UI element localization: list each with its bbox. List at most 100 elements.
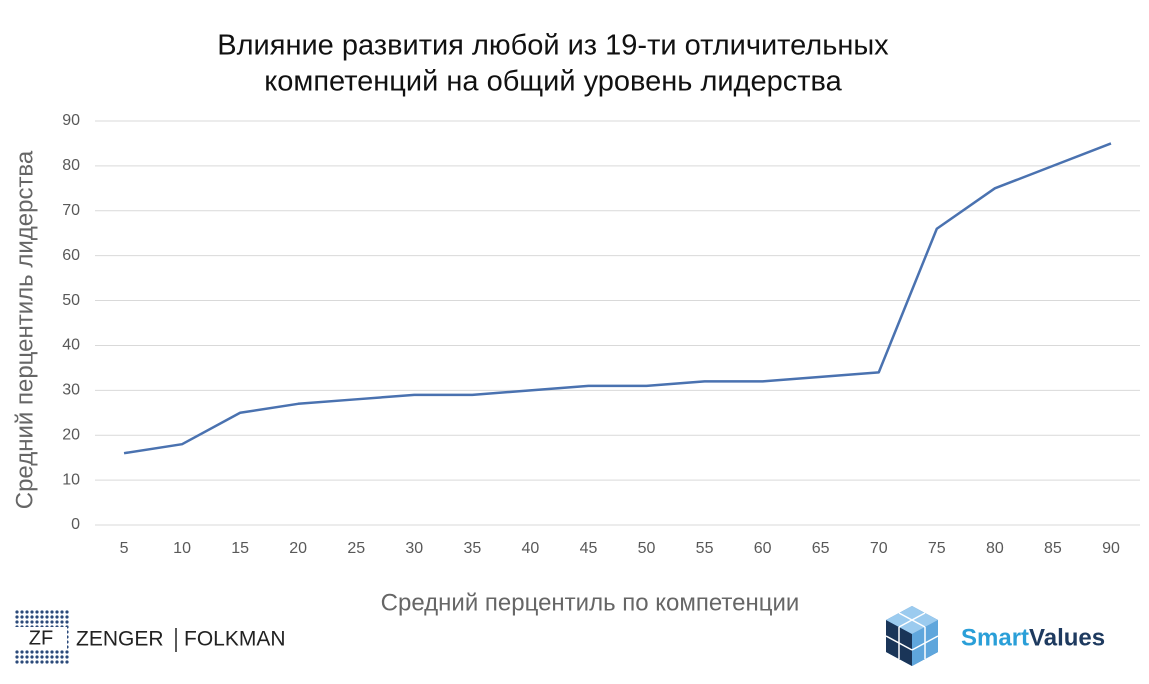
line-series (123, 142, 1112, 455)
logo-dot (65, 660, 69, 664)
y-tick-label: 20 (62, 426, 80, 443)
logo-text: Smart (961, 624, 1029, 651)
x-tick-label: 85 (1044, 540, 1062, 557)
logo-dot (20, 655, 24, 659)
logo-dot (35, 650, 39, 654)
logo-dot (30, 615, 34, 619)
logo-dot (25, 660, 29, 664)
logo-dot (65, 615, 69, 619)
logo-dot (20, 615, 24, 619)
logo-dot (40, 655, 44, 659)
logo-dot (50, 650, 54, 654)
chart-title: компетенций на общий уровень лидерства (264, 66, 842, 98)
logo-dot (55, 615, 59, 619)
logo-dot (60, 660, 64, 664)
logo-dot (25, 620, 29, 624)
logo-dot (30, 660, 34, 664)
x-tick-label: 65 (812, 540, 830, 557)
y-tick-label: 50 (62, 292, 80, 309)
logo-dot (15, 660, 19, 664)
x-tick-label: 60 (754, 540, 772, 557)
logo-dot (30, 650, 34, 654)
logo-text: Values (1029, 624, 1105, 651)
x-tick-label: 25 (347, 540, 365, 557)
logo-dot (40, 650, 44, 654)
x-tick-label: 90 (1102, 540, 1120, 557)
x-tick-label: 80 (986, 540, 1004, 557)
x-tick-label: 5 (120, 540, 129, 557)
logo-dot (20, 620, 24, 624)
x-tick-label: 75 (928, 540, 946, 557)
logo-dot (40, 660, 44, 664)
logo-dot (55, 655, 59, 659)
logo-dot (50, 615, 54, 619)
x-tick-label: 30 (405, 540, 423, 557)
y-tick-label: 40 (62, 337, 80, 354)
x-tick-label: 55 (696, 540, 714, 557)
x-tick-label: 10 (173, 540, 191, 557)
logo-icon (885, 606, 939, 666)
y-tick-label: 70 (62, 202, 80, 219)
logo-dot (20, 660, 24, 664)
logo-dot (15, 655, 19, 659)
logo-dot (45, 615, 49, 619)
logo-dot (45, 620, 49, 624)
logo-dot (65, 655, 69, 659)
y-tick-label: 30 (62, 382, 80, 399)
logo-dot (50, 660, 54, 664)
logo-text: ZF (29, 627, 53, 649)
x-tick-label: 40 (522, 540, 540, 557)
y-tick-label: 90 (62, 112, 80, 129)
x-tick-label: 45 (580, 540, 598, 557)
x-tick-label: 35 (463, 540, 481, 557)
y-axis-label: Средний перцентиль лидерства (11, 150, 38, 509)
x-axis-label: Средний перцентиль по компетенции (381, 589, 800, 616)
y-tick-label: 60 (62, 247, 80, 264)
logo-dot (55, 610, 59, 614)
logo-dot (60, 620, 64, 624)
logo-dot (45, 660, 49, 664)
y-tick-label: 0 (71, 516, 80, 533)
logo-dot (55, 620, 59, 624)
chart-title: Влияние развития любой из 19-ти отличите… (217, 30, 889, 62)
logo-dot (45, 650, 49, 654)
logo-dot (20, 610, 24, 614)
logo-dot (25, 655, 29, 659)
logo-dot (20, 650, 24, 654)
logo-dot (25, 650, 29, 654)
logo-box (15, 627, 67, 650)
logo-dot (40, 615, 44, 619)
logo-dot (40, 620, 44, 624)
logo-dot (50, 620, 54, 624)
logo-dot (15, 610, 19, 614)
y-tick-label: 80 (62, 157, 80, 174)
logo-dot (45, 655, 49, 659)
logo-dot (60, 655, 64, 659)
logo-dot (60, 615, 64, 619)
logo-dot (65, 620, 69, 624)
x-tick-label: 15 (231, 540, 249, 557)
logo-dot (55, 660, 59, 664)
x-tick-label: 20 (289, 540, 307, 557)
logo-dot (35, 620, 39, 624)
x-tick-label: 50 (638, 540, 656, 557)
logo-dot (55, 650, 59, 654)
logo-dot (60, 610, 64, 614)
logo-dot (15, 650, 19, 654)
logo-text: ZENGER (76, 628, 164, 651)
logo-dot (25, 610, 29, 614)
logo-dot (50, 655, 54, 659)
logo-dot (35, 615, 39, 619)
logo-dot (60, 650, 64, 654)
logo-dot (65, 650, 69, 654)
logo-dot (35, 655, 39, 659)
logo-dot (35, 660, 39, 664)
logo-dot (35, 610, 39, 614)
logo-dot (30, 655, 34, 659)
logo-dot (40, 610, 44, 614)
logo-dot (30, 610, 34, 614)
logo-dot (50, 610, 54, 614)
logo-dot (15, 620, 19, 624)
